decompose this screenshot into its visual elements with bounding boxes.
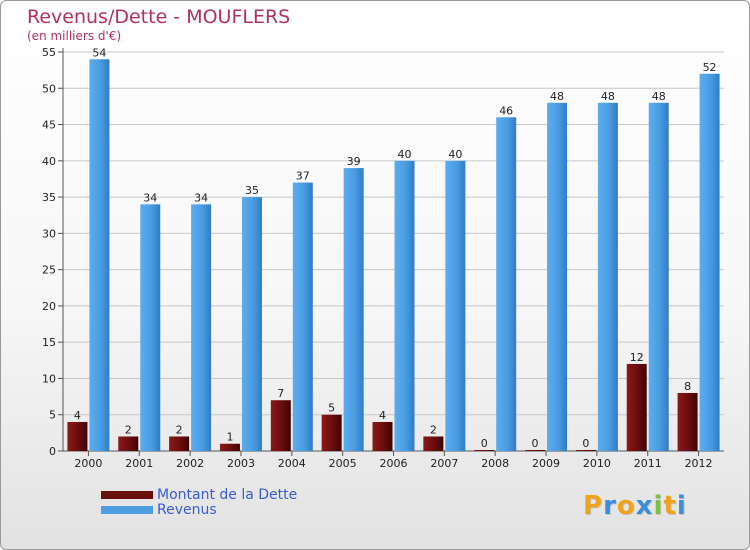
bar-revenue-2012 — [699, 73, 720, 451]
bar-revenue-2007 — [445, 160, 466, 451]
bar-revenue-2005 — [343, 168, 364, 451]
x-tick-label: 2012 — [685, 457, 713, 470]
bar-debt-2007 — [423, 436, 444, 451]
y-tick-label: 5 — [49, 409, 56, 422]
data-label-debt-2004: 7 — [277, 387, 284, 400]
y-tick-label: 0 — [49, 445, 56, 458]
bar-revenue-2004 — [292, 182, 313, 451]
bar-debt-2012 — [677, 392, 698, 451]
y-tick-label: 25 — [42, 264, 56, 277]
x-tick-label: 2001 — [125, 457, 153, 470]
y-tick-label: 15 — [42, 336, 56, 349]
data-label-revenue-2009: 48 — [550, 90, 564, 103]
logo-letter: P — [583, 491, 604, 521]
chart-subtitle: (en milliers d'€) — [27, 29, 122, 43]
logo-letter: i — [676, 491, 687, 521]
labels: 0510152025303540455055200045420012342002… — [42, 46, 717, 470]
data-label-debt-2003: 1 — [226, 431, 233, 444]
data-label-revenue-2002: 34 — [194, 191, 208, 204]
legend-item-debt: Montant de la Dette — [101, 486, 298, 503]
data-label-revenue-2003: 35 — [245, 184, 259, 197]
data-label-debt-2008: 0 — [481, 437, 488, 450]
data-label-debt-2005: 5 — [328, 402, 335, 415]
data-label-revenue-2006: 40 — [398, 148, 412, 161]
x-tick-label: 2007 — [430, 457, 458, 470]
bar-revenue-2000 — [89, 59, 110, 451]
bars — [67, 59, 720, 452]
bar-revenue-2006 — [394, 160, 415, 451]
data-label-debt-2001: 2 — [125, 423, 132, 436]
bar-debt-2008 — [474, 450, 495, 451]
bar-revenue-2002 — [191, 204, 212, 451]
data-label-revenue-2010: 48 — [601, 90, 615, 103]
logo-letter: o — [616, 491, 636, 521]
data-label-revenue-2004: 37 — [296, 170, 310, 183]
bar-revenue-2003 — [241, 197, 262, 451]
x-tick-label: 2008 — [481, 457, 509, 470]
y-tick-label: 10 — [42, 372, 56, 385]
data-label-revenue-2001: 34 — [143, 191, 157, 204]
proxiti-logo: Proxiti — [583, 491, 687, 521]
data-label-revenue-2011: 48 — [652, 90, 666, 103]
legend-item-revenue: Revenus — [101, 501, 297, 518]
data-label-debt-2000: 4 — [74, 409, 81, 422]
bar-debt-2004 — [270, 400, 291, 451]
bar-debt-2001 — [118, 436, 139, 451]
data-label-revenue-2007: 40 — [448, 148, 462, 161]
gridlines — [63, 51, 724, 416]
bar-revenue-2011 — [648, 102, 669, 452]
legend: Montant de la Dette Revenus — [101, 486, 298, 518]
bar-revenue-2001 — [140, 204, 161, 451]
x-tick-label: 2004 — [278, 457, 306, 470]
bar-revenue-2009 — [547, 102, 568, 452]
data-label-revenue-2012: 52 — [703, 61, 717, 74]
bar-debt-2000 — [67, 421, 88, 451]
logo-letter: i — [653, 491, 664, 521]
data-label-debt-2006: 4 — [379, 409, 386, 422]
x-tick-label: 2011 — [634, 457, 662, 470]
logo-letter: x — [635, 491, 654, 521]
legend-label-revenue: Revenus — [157, 501, 217, 518]
x-tick-label: 2003 — [227, 457, 255, 470]
bar-debt-2009 — [525, 450, 546, 451]
x-tick-label: 2000 — [74, 457, 102, 470]
y-tick-label: 30 — [42, 227, 56, 240]
data-label-revenue-2000: 54 — [92, 46, 106, 59]
data-label-revenue-2005: 39 — [347, 155, 361, 168]
y-tick-label: 40 — [42, 155, 56, 168]
x-tick-label: 2005 — [329, 457, 357, 470]
data-label-debt-2010: 0 — [582, 437, 589, 450]
logo-letter: t — [663, 491, 677, 521]
logo-letter: r — [603, 491, 617, 521]
x-tick-label: 2006 — [380, 457, 408, 470]
chart-title: Revenus/Dette - MOUFLERS — [27, 6, 291, 28]
bar-revenue-2008 — [496, 117, 517, 452]
data-label-revenue-2008: 46 — [499, 104, 513, 117]
bar-revenue-2010 — [597, 102, 618, 452]
data-label-debt-2011: 12 — [630, 351, 644, 364]
x-tick-label: 2002 — [176, 457, 204, 470]
x-tick-label: 2010 — [583, 457, 611, 470]
data-label-debt-2009: 0 — [532, 437, 539, 450]
data-label-debt-2002: 2 — [176, 423, 183, 436]
y-tick-label: 50 — [42, 82, 56, 95]
y-tick-label: 20 — [42, 300, 56, 313]
legend-swatch-revenue — [101, 505, 153, 514]
bar-debt-2003 — [219, 443, 240, 451]
data-label-debt-2007: 2 — [430, 423, 437, 436]
bar-debt-2005 — [321, 414, 342, 451]
bar-debt-2010 — [575, 450, 596, 451]
data-label-debt-2012: 8 — [684, 380, 691, 393]
bar-debt-2011 — [626, 363, 647, 451]
bar-debt-2006 — [372, 421, 393, 451]
y-tick-label: 45 — [42, 119, 56, 132]
legend-swatch-debt — [101, 490, 153, 499]
y-tick-label: 35 — [42, 191, 56, 204]
x-tick-label: 2009 — [532, 457, 560, 470]
y-tick-label: 55 — [42, 46, 56, 59]
bar-debt-2002 — [169, 436, 190, 451]
legend-label-debt: Montant de la Dette — [157, 486, 298, 503]
